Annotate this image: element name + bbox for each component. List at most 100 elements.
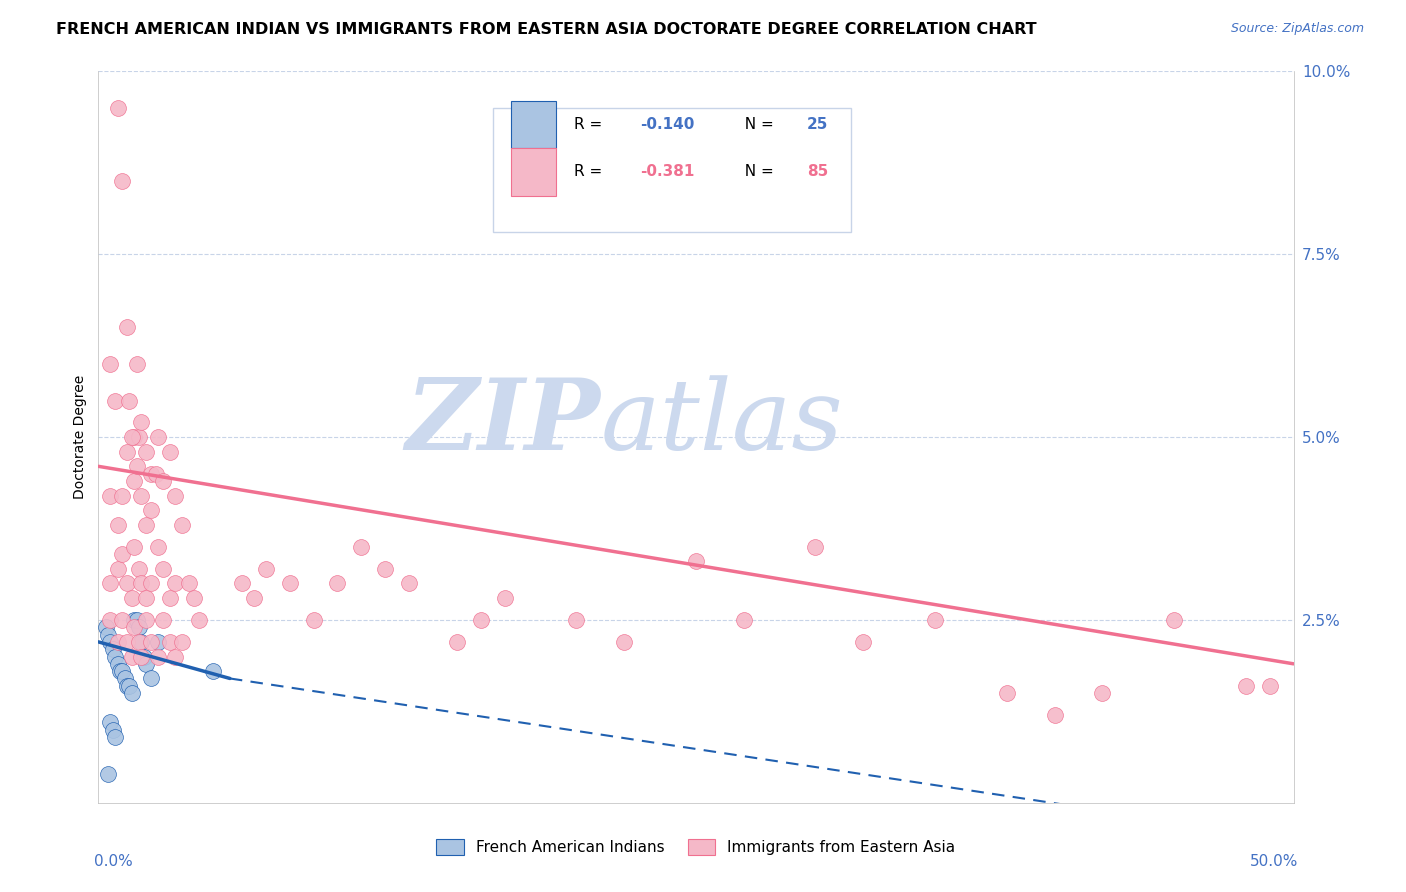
Text: FRENCH AMERICAN INDIAN VS IMMIGRANTS FROM EASTERN ASIA DOCTORATE DEGREE CORRELAT: FRENCH AMERICAN INDIAN VS IMMIGRANTS FRO… — [56, 22, 1036, 37]
Point — [98, 715, 122, 730]
Text: R =: R = — [574, 117, 607, 132]
Point — [98, 635, 122, 649]
Point — [124, 430, 146, 444]
Point — [115, 444, 138, 458]
Point — [115, 635, 138, 649]
Point — [565, 613, 588, 627]
Point — [613, 635, 636, 649]
Point — [97, 766, 120, 780]
Point — [98, 613, 122, 627]
Text: 25: 25 — [807, 117, 828, 132]
Text: atlas: atlas — [600, 375, 844, 470]
Point — [139, 503, 162, 517]
Point — [97, 627, 120, 641]
Point — [202, 664, 225, 678]
Point — [135, 591, 157, 605]
Point — [124, 620, 146, 634]
Point — [131, 576, 153, 591]
Point — [139, 467, 162, 481]
Point — [118, 679, 141, 693]
Point — [163, 489, 186, 503]
Point — [145, 467, 167, 481]
Text: 0.0%: 0.0% — [94, 854, 132, 869]
Point — [159, 635, 181, 649]
Point — [148, 430, 170, 444]
Point — [148, 540, 170, 554]
Point — [128, 620, 150, 634]
Point — [115, 576, 138, 591]
Point — [995, 686, 1018, 700]
Point — [111, 547, 134, 561]
Point — [135, 517, 157, 532]
Text: 50.0%: 50.0% — [1250, 854, 1298, 869]
Point — [124, 474, 146, 488]
Point — [152, 562, 174, 576]
Text: R =: R = — [574, 164, 607, 179]
Point — [148, 635, 170, 649]
Point — [179, 576, 201, 591]
Point — [104, 649, 127, 664]
Text: -0.140: -0.140 — [640, 117, 695, 132]
Point — [163, 649, 186, 664]
Point — [494, 591, 516, 605]
Point — [131, 489, 153, 503]
Point — [1234, 679, 1257, 693]
Text: N =: N = — [735, 117, 779, 132]
Point — [125, 357, 148, 371]
Point — [125, 613, 148, 627]
Point — [924, 613, 946, 627]
Point — [1043, 708, 1066, 723]
Point — [1091, 686, 1114, 700]
Point — [111, 613, 134, 627]
Point — [107, 635, 129, 649]
Point — [398, 576, 420, 591]
Point — [107, 517, 129, 532]
Point — [172, 517, 194, 532]
Point — [98, 489, 122, 503]
Point — [128, 430, 150, 444]
Point — [121, 686, 143, 700]
Point — [107, 562, 129, 576]
Point — [163, 576, 186, 591]
Point — [139, 672, 162, 686]
Point — [124, 613, 146, 627]
Point — [98, 357, 122, 371]
Point — [121, 591, 143, 605]
Point — [254, 562, 277, 576]
Point — [107, 657, 129, 671]
Point — [446, 635, 468, 649]
Point — [131, 649, 153, 664]
Point — [108, 664, 131, 678]
Point — [685, 554, 707, 568]
Point — [125, 459, 148, 474]
Point — [326, 576, 349, 591]
Point — [152, 613, 174, 627]
Point — [111, 664, 134, 678]
Text: ZIP: ZIP — [405, 375, 600, 471]
Point — [101, 723, 124, 737]
Text: 85: 85 — [807, 164, 828, 179]
Y-axis label: Doctorate Degree: Doctorate Degree — [73, 375, 87, 500]
FancyBboxPatch shape — [494, 108, 852, 232]
Point — [135, 444, 157, 458]
Point — [231, 576, 253, 591]
Point — [243, 591, 266, 605]
Point — [172, 635, 194, 649]
Point — [121, 430, 143, 444]
Point — [350, 540, 373, 554]
Point — [115, 679, 138, 693]
Point — [114, 672, 136, 686]
Point — [107, 101, 129, 115]
FancyBboxPatch shape — [510, 101, 557, 148]
Point — [852, 635, 875, 649]
Text: Source: ZipAtlas.com: Source: ZipAtlas.com — [1230, 22, 1364, 36]
Legend: French American Indians, Immigrants from Eastern Asia: French American Indians, Immigrants from… — [430, 833, 962, 861]
Point — [139, 576, 162, 591]
Point — [139, 635, 162, 649]
Point — [733, 613, 755, 627]
Point — [470, 613, 492, 627]
Point — [131, 416, 153, 430]
Point — [111, 174, 134, 188]
Point — [135, 657, 157, 671]
Point — [135, 613, 157, 627]
